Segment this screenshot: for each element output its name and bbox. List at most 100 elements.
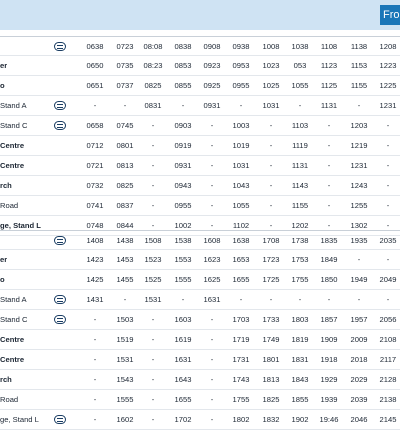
departure-time: 1555 xyxy=(116,395,134,404)
stop-name: ge, Stand L xyxy=(0,221,41,230)
departure-time: 1733 xyxy=(262,315,280,324)
departure-time: 1019 xyxy=(232,141,250,150)
bus-connection-icon xyxy=(54,295,66,304)
departure-time: 0838 xyxy=(174,42,192,51)
departure-time: 0825 xyxy=(116,181,134,190)
departure-time: 1803 xyxy=(291,315,309,324)
departure-time: 0712 xyxy=(86,141,104,150)
departure-time: 0931 xyxy=(174,161,192,170)
departure-time: - xyxy=(327,221,331,230)
departure-time: 1225 xyxy=(379,81,397,90)
departure-time: 1638 xyxy=(232,236,250,245)
departure-time: 0651 xyxy=(86,81,104,90)
stop-name: o xyxy=(0,275,5,284)
departure-time: 1031 xyxy=(232,161,250,170)
departure-time: 1719 xyxy=(232,335,250,344)
departure-time: 1255 xyxy=(350,201,368,210)
departure-time: - xyxy=(151,141,155,150)
departure-time: 1949 xyxy=(350,275,368,284)
bus-connection-icon xyxy=(54,236,66,245)
departure-time: 2128 xyxy=(379,375,397,384)
stop-name: o xyxy=(0,81,5,90)
departure-time: 1438 xyxy=(116,236,134,245)
departure-time: 0837 xyxy=(116,201,134,210)
departure-time: - xyxy=(181,295,185,304)
stop-name: Centre xyxy=(0,335,25,344)
departure-time: - xyxy=(151,181,155,190)
timetable-row: o 0651 0737 0825 0855 0925 0955 1025 1055 1125 115… xyxy=(0,76,400,96)
departure-time: 1231 xyxy=(379,101,397,110)
departure-time: 1219 xyxy=(350,141,368,150)
departure-time: 1755 xyxy=(291,275,309,284)
departure-time: 0748 xyxy=(86,221,104,230)
departure-time: 1755 xyxy=(232,395,250,404)
departure-time: 1801 xyxy=(262,355,280,364)
bus-connection-icon xyxy=(54,42,66,51)
timetable-row: o 1425 1455 1525 1555 1625 1655 1725 1755 1850 194… xyxy=(0,270,400,290)
departure-time: 0735 xyxy=(116,61,134,70)
departure-time: - xyxy=(93,101,97,110)
timetable-row: Centre - 1519 - 1619 - 1719 1749 1819 1909 2009 210… xyxy=(0,330,400,350)
departure-time: 0844 xyxy=(116,221,134,230)
departure-time: 1519 xyxy=(116,335,134,344)
timetable-row: 1408 1438 1508 1538 1608 1638 1708 1738 1835 1935… xyxy=(0,230,400,250)
departure-time: 1503 xyxy=(116,315,134,324)
departure-time: - xyxy=(269,221,273,230)
departure-time: - xyxy=(386,181,390,190)
departure-time: 1025 xyxy=(262,81,280,90)
departure-time: 1702 xyxy=(174,415,192,424)
departure-time: 0919 xyxy=(174,141,192,150)
departure-time: 1508 xyxy=(144,236,162,245)
departure-time: 1655 xyxy=(174,395,192,404)
departure-time: - xyxy=(386,221,390,230)
departure-time: - xyxy=(357,101,361,110)
departure-time: 1813 xyxy=(262,375,280,384)
departure-time: 1850 xyxy=(320,275,338,284)
departure-time: 2029 xyxy=(350,375,368,384)
departure-time: - xyxy=(327,201,331,210)
departure-time: 0658 xyxy=(86,121,104,130)
departure-time: 1631 xyxy=(203,295,221,304)
departure-time: 1119 xyxy=(292,141,308,150)
departure-time: 1623 xyxy=(203,255,221,264)
departure-time: 1857 xyxy=(320,315,338,324)
departure-time: - xyxy=(269,295,273,304)
departure-time: - xyxy=(123,295,127,304)
departure-time: 1131 xyxy=(320,101,338,110)
timetable-row: er 1423 1453 1523 1553 1623 1653 1723 1753 1849 - - xyxy=(0,250,400,270)
timetable-row: Road 0741 0837 - 0955 - 1055 - 1155 - 1255 - xyxy=(0,196,400,216)
departure-time: 0903 xyxy=(174,121,192,130)
bus-connection-icon xyxy=(54,121,66,130)
timetable-row: Stand A - - 0831 - 0931 - 1031 - 1131 - 1231 xyxy=(0,96,400,116)
departure-time: 1608 xyxy=(203,236,221,245)
timetable-row: Stand C - 1503 - 1603 - 1703 1733 1803 1857 1957 20… xyxy=(0,310,400,330)
departure-time: 1202 xyxy=(291,221,309,230)
timetable-row: Centre - 1531 - 1631 - 1731 1801 1831 1918 2018 211… xyxy=(0,350,400,370)
departure-time: - xyxy=(386,201,390,210)
stop-name: er xyxy=(0,61,8,70)
stop-name: Stand A xyxy=(0,101,27,110)
departure-time: 1525 xyxy=(144,275,162,284)
departure-time: 1602 xyxy=(116,415,134,424)
departure-time: 1425 xyxy=(86,275,104,284)
departure-time: 1038 xyxy=(291,42,309,51)
departure-time: 1655 xyxy=(232,275,250,284)
departure-time: 0955 xyxy=(232,81,250,90)
departure-time: 2117 xyxy=(379,355,397,364)
departure-time: 1631 xyxy=(174,355,192,364)
departure-time: 2138 xyxy=(379,395,397,404)
departure-time: 053 xyxy=(293,61,307,70)
departure-time: 1538 xyxy=(174,236,192,245)
direction-badge: Fro xyxy=(380,5,400,25)
departure-time: 1825 xyxy=(262,395,280,404)
departure-time: 1103 xyxy=(291,121,309,130)
departure-time: - xyxy=(93,315,97,324)
departure-time: 1802 xyxy=(232,415,250,424)
stop-name: rch xyxy=(0,181,12,190)
departure-time: - xyxy=(269,201,273,210)
departure-time: 1031 xyxy=(262,101,280,110)
stop-name: Centre xyxy=(0,355,25,364)
departure-time: - xyxy=(151,221,155,230)
departure-time: 1423 xyxy=(86,255,104,264)
departure-time: 1108 xyxy=(320,42,338,51)
